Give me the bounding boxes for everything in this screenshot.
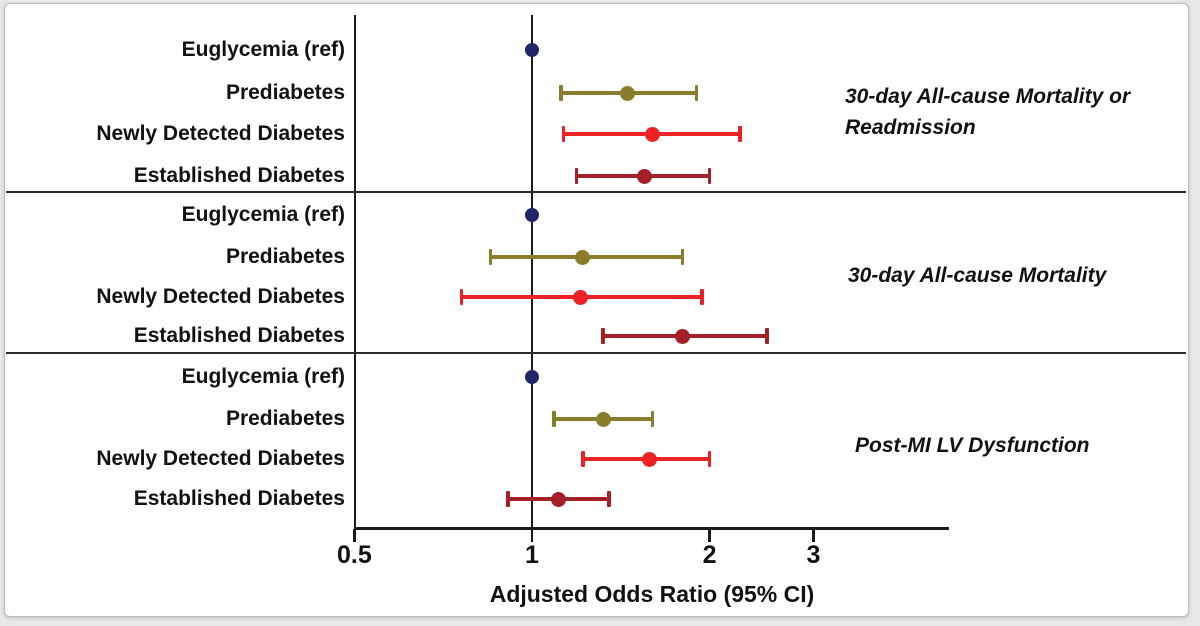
panel-title-line: 30-day All-cause Mortality [848,264,1107,287]
x-tick-label: 2 [702,541,717,569]
ci-cap-low [459,289,464,305]
ci-cap-high [707,168,712,184]
panel-title-line: 30-day All-cause Mortality or [845,85,1131,108]
row-label: Newly Detected Diabetes [96,447,345,470]
panel-title-line: Readmission [845,116,976,139]
panel-title: 30-day All-cause Mortality or Readmission [845,81,1130,143]
ci-cap-high [707,451,712,467]
x-tick-label: 0.5 [337,541,372,569]
row-label: Established Diabetes [133,487,345,510]
row-label: Newly Detected Diabetes [96,122,345,145]
or-marker [525,43,539,57]
row-label: Established Diabetes [133,324,345,347]
or-marker [644,126,660,142]
or-marker [525,208,539,222]
or-marker [641,451,657,467]
or-marker [525,370,539,384]
x-tick-label: 1 [525,541,539,569]
ci-cap-low [559,85,563,101]
x-axis-title: Adjusted Odds Ratio (95% CI) [489,581,815,607]
ci-cap-high [607,491,611,507]
x-tick-label: 3 [806,541,821,569]
or-marker [619,85,635,101]
ci-cap-high [765,328,769,344]
ci-cap-low [552,411,556,427]
figure-card [4,3,1189,617]
x-tick [353,529,356,542]
x-tick [530,529,534,542]
ci-cap-low [488,249,493,265]
ci-cap-high [694,85,699,101]
panel-separator [6,191,1186,194]
panel-title: Post-MI LV Dysfunction [855,430,1090,461]
row-label: Prediabetes [225,245,345,268]
ci-cap-low [561,126,566,142]
ci-cap-low [601,328,605,344]
or-marker [675,328,691,344]
ci-cap-high [680,249,685,265]
row-label: Prediabetes [225,407,345,430]
row-label: Euglycemia (ref) [181,365,345,388]
ci-cap-low [574,168,579,184]
ci-cap-low [506,491,510,507]
ci-cap-low [581,451,585,467]
panel-title: 30-day All-cause Mortality [848,260,1106,291]
or-marker [595,411,611,427]
panel-title-line: Post-MI LV Dysfunction [855,434,1090,457]
reference-line [530,15,534,527]
row-label: Newly Detected Diabetes [96,285,345,308]
row-label: Prediabetes [225,81,345,104]
or-marker [551,491,567,507]
x-tick [708,529,711,542]
x-tick [812,529,815,542]
or-marker [573,289,589,305]
y-axis-spine [353,15,357,527]
x-axis-line [354,527,949,530]
ci-cap-high [650,411,655,427]
ci-cap-high [700,289,704,305]
ci-cap-high [738,126,742,142]
row-label: Established Diabetes [133,164,345,187]
or-marker [575,249,591,265]
panel-separator [6,352,1186,355]
row-label: Euglycemia (ref) [181,203,345,226]
row-label: Euglycemia (ref) [181,38,345,61]
or-marker [636,168,652,184]
